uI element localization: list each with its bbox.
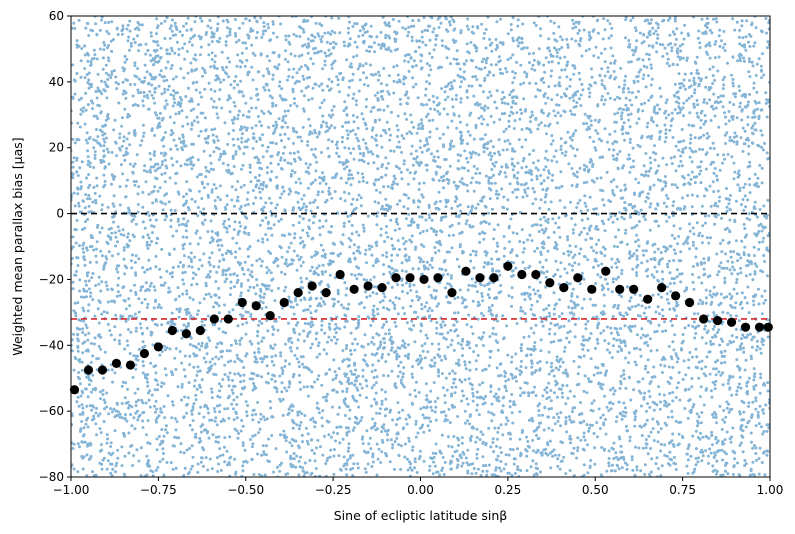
y-axis-ticks: −80 −60 −40 −20 0 20 40 60 [39, 9, 71, 484]
bin-mean-point [111, 358, 122, 368]
x-tick-label: −0.75 [140, 483, 177, 497]
x-tick-label: −1.00 [53, 483, 90, 497]
bin-mean-point [517, 269, 527, 280]
bin-mean-point [433, 273, 443, 283]
scatter-points [71, 16, 770, 477]
bin-mean-point [447, 288, 457, 298]
bin-mean-point [377, 283, 387, 293]
binned-means [69, 261, 773, 395]
y-tick-label: −80 [39, 470, 64, 484]
bin-mean-point [475, 273, 485, 283]
bin-mean-point [83, 365, 94, 375]
bin-mean-point [629, 284, 639, 294]
bin-mean-point [391, 273, 401, 283]
x-tick-label: 0.25 [495, 483, 522, 497]
bin-mean-point [763, 322, 773, 332]
x-tick-label: 0.75 [669, 483, 696, 497]
x-tick-label: 0.50 [582, 483, 609, 497]
bin-mean-point [237, 297, 247, 308]
bin-mean-point [587, 284, 597, 294]
y-tick-label: 0 [56, 207, 64, 221]
y-tick-label: −40 [39, 338, 64, 352]
y-tick-label: 60 [49, 9, 64, 23]
bin-mean-point [293, 288, 303, 298]
bin-mean-point [335, 269, 345, 280]
bin-mean-point [125, 360, 136, 370]
bin-mean-point [167, 325, 177, 336]
bin-mean-point [545, 278, 555, 288]
reference-lines [71, 212, 770, 320]
x-tick-label: −0.50 [227, 483, 264, 497]
bin-mean-point [671, 291, 681, 301]
bin-mean-point [181, 329, 191, 339]
bin-mean-point [698, 314, 709, 324]
bin-mean-point [195, 325, 205, 336]
bin-mean-point [740, 322, 751, 332]
bin-mean-point [265, 311, 275, 321]
background-scatter [71, 16, 770, 477]
bin-mean-point [685, 297, 695, 308]
y-tick-label: 40 [49, 75, 64, 89]
y-tick-label: −60 [39, 404, 64, 418]
y-axis-label: Weighted mean parallax bias [μas] [10, 137, 25, 355]
bin-mean-point [754, 322, 765, 332]
bin-mean-point [573, 273, 583, 283]
bin-mean-point [461, 266, 471, 276]
bin-mean-point [223, 314, 233, 324]
bin-mean-point [657, 283, 667, 293]
bin-mean-point [712, 315, 723, 326]
bin-mean-point [643, 294, 653, 304]
bin-mean-point [69, 385, 80, 395]
bin-mean-point [307, 281, 317, 291]
bin-mean-point [531, 269, 541, 280]
x-axis-label: Sine of ecliptic latitude sinβ [334, 508, 508, 523]
bin-mean-point [559, 283, 569, 293]
bin-mean-point [726, 317, 737, 327]
bin-mean-point [349, 284, 359, 294]
bin-mean-point [405, 273, 415, 283]
y-tick-label: 20 [49, 141, 64, 155]
y-tick-label: −20 [39, 272, 64, 286]
bin-mean-point [503, 261, 513, 271]
x-tick-label: 0.00 [407, 483, 434, 497]
x-tick-label: 1.00 [757, 483, 784, 497]
bin-mean-point [419, 274, 429, 285]
bin-mean-point [601, 266, 611, 276]
bin-mean-point [139, 348, 149, 359]
bin-mean-point [97, 365, 108, 375]
bin-mean-point [153, 342, 163, 352]
bin-mean-point [209, 314, 219, 324]
bin-mean-point [489, 273, 499, 283]
x-axis-ticks: −1.00 −0.75 −0.50 −0.25 0.00 0.25 0.50 0.75 1.00 [53, 477, 784, 497]
bin-mean-point [321, 288, 331, 298]
x-tick-label: −0.25 [315, 483, 352, 497]
bin-mean-point [363, 281, 373, 291]
bin-mean-point [279, 297, 289, 308]
bin-mean-point [615, 284, 625, 294]
bin-mean-point [251, 301, 261, 311]
